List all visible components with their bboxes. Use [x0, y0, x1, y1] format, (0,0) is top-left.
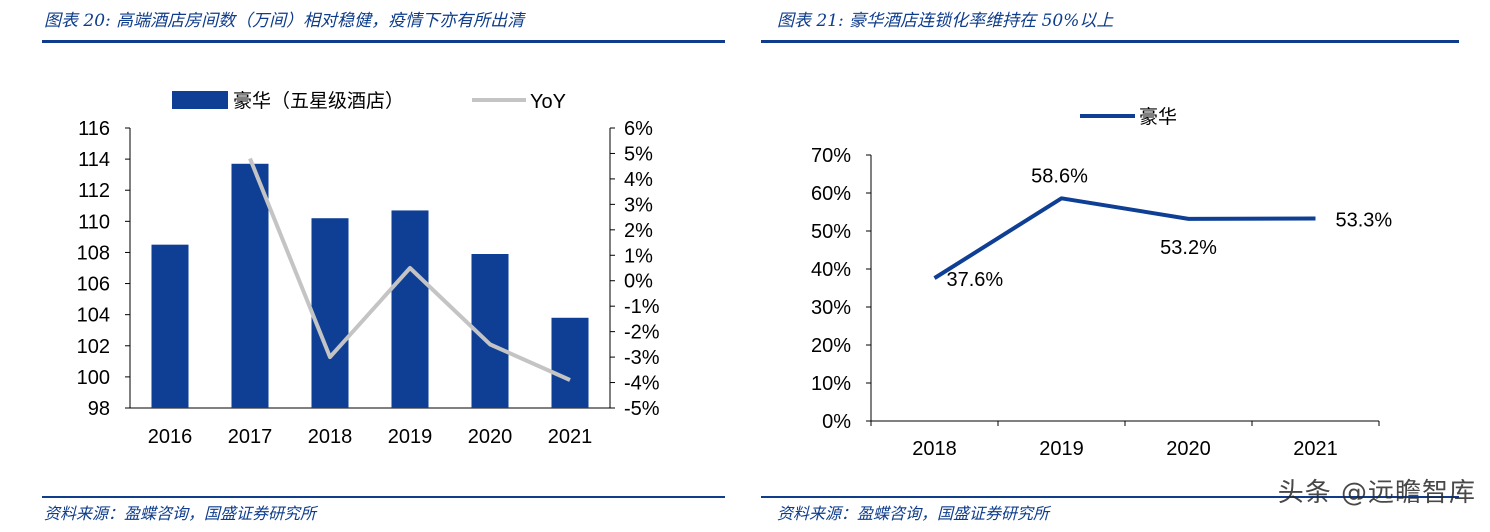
y-tick-label: 40%	[811, 259, 851, 281]
right-y-tick-label: -1%	[624, 296, 660, 318]
x-tick-label: 2018	[308, 426, 353, 448]
y-tick-label: 10%	[811, 373, 851, 395]
left-y-tick-label: 102	[77, 336, 110, 358]
x-tick-label: 2021	[1293, 438, 1338, 460]
legend-yoy-label: YoY	[530, 91, 566, 113]
legend-label: 豪华	[1139, 106, 1177, 128]
left-y-tick-label: 116	[78, 118, 110, 140]
x-tick-label: 2020	[468, 426, 513, 448]
x-tick-label: 2021	[548, 426, 593, 448]
right-y-tick-label: -3%	[624, 347, 660, 369]
left-y-tick-label: 108	[77, 242, 110, 264]
left-y-tick-label: 110	[78, 211, 110, 233]
right-y-tick-label: 5%	[624, 143, 653, 165]
left-y-tick-label: 106	[77, 274, 110, 296]
watermark-text: 头条 @远瞻智库	[1277, 478, 1476, 508]
y-tick-label: 50%	[811, 221, 851, 243]
legend-bar-swatch	[172, 91, 228, 109]
right-chart-panel: 图表 21: 豪华酒店连锁化率维持在 50%以上 0% 10% 20% 30% 40% 5…	[745, 0, 1490, 532]
x-tick-label: 2017	[228, 426, 273, 448]
x-tick-label: 2019	[388, 426, 433, 448]
y-tick-label: 30%	[811, 297, 851, 319]
y-tick-label: 0%	[822, 411, 851, 433]
x-tick-label: 2016	[148, 426, 193, 448]
right-y-tick-label: -2%	[624, 322, 660, 344]
y-tick-label: 60%	[811, 183, 851, 205]
right-source-rule	[761, 496, 1459, 498]
right-y-tick-label: 2%	[624, 220, 653, 242]
left-y-tick-label: 100	[77, 367, 110, 389]
right-y-tick-label: 3%	[624, 194, 653, 216]
left-chart-panel: 图表 20: 高端酒店房间数（万间）相对稳健，疫情下亦有所出清 98 100 102…	[42, 11, 725, 523]
data-label: 53.3%	[1336, 209, 1393, 231]
x-tick-label: 2020	[1166, 438, 1211, 460]
left-y-tick-label: 112	[78, 180, 110, 202]
data-label: 53.2%	[1160, 237, 1217, 259]
right-y-tick-label: 4%	[624, 169, 653, 191]
bar	[231, 163, 269, 408]
left-y-tick-label: 98	[88, 398, 110, 420]
y-tick-label: 20%	[811, 335, 851, 357]
right-y-tick-label: 0%	[624, 271, 653, 293]
right-y-tick-label: -5%	[624, 398, 660, 420]
data-label: 58.6%	[1031, 165, 1088, 187]
right-line-chart: 0% 10% 20% 30% 40% 50% 60% 70% 2018 2019 2020 2021 3…	[811, 106, 1393, 460]
bar	[551, 317, 589, 408]
data-label: 37.6%	[947, 269, 1004, 291]
left-title-rule	[42, 40, 725, 43]
left-source-rule	[42, 496, 725, 498]
left-figure-title: 图表 20: 高端酒店房间数（万间）相对稳健，疫情下亦有所出清	[44, 11, 525, 31]
bar	[391, 210, 429, 408]
left-source-note: 资料来源：盈蝶咨询，国盛证券研究所	[44, 504, 317, 523]
bar	[151, 244, 189, 408]
right-y-tick-label: -4%	[624, 373, 660, 395]
right-y-tick-label: 1%	[624, 245, 653, 267]
right-source-note: 资料来源：盈蝶咨询，国盛证券研究所	[777, 504, 1050, 523]
x-tick-label: 2019	[1039, 438, 1084, 460]
left-bar-line-chart: 98 100 102 104 106 108 110 112 114 116 -5% -4% -3% -2…	[77, 90, 660, 448]
left-y-tick-label: 104	[77, 305, 110, 327]
right-figure-title: 图表 21: 豪华酒店连锁化率维持在 50%以上	[777, 11, 1114, 31]
right-y-tick-label: 6%	[624, 118, 653, 140]
legend-bar-label: 豪华（五星级酒店）	[233, 90, 404, 112]
bar	[311, 218, 349, 408]
left-y-tick-label: 114	[78, 149, 110, 171]
yoy-line	[248, 157, 571, 382]
series-line	[933, 196, 1316, 280]
x-tick-label: 2018	[912, 438, 957, 460]
right-title-rule	[761, 40, 1459, 43]
y-tick-label: 70%	[811, 145, 851, 167]
